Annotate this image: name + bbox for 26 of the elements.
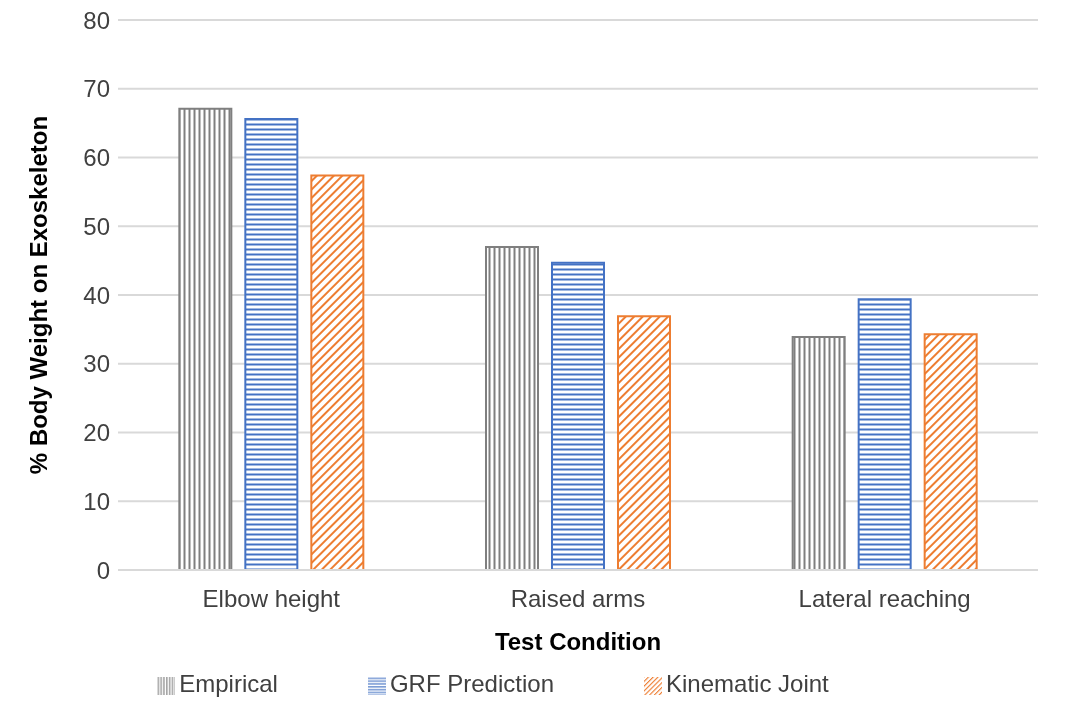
- x-tick-label: Lateral reaching: [798, 585, 971, 613]
- y-tick-label: 50: [83, 212, 110, 240]
- y-tick-label: 0: [96, 556, 110, 584]
- y-tick-label: 10: [83, 487, 110, 515]
- y-tick-label: 20: [83, 419, 110, 447]
- y-tick-label: 70: [83, 75, 110, 103]
- bar: [923, 333, 978, 570]
- bar: [178, 107, 233, 570]
- y-tick-label: 40: [83, 281, 110, 309]
- bar: [617, 315, 671, 570]
- y-tick-label: 80: [83, 6, 110, 34]
- x-tick-label: Elbow height: [202, 585, 341, 613]
- bar: [551, 261, 605, 570]
- bar: [857, 298, 912, 570]
- x-axis-title: Test Condition: [494, 628, 662, 655]
- bar: [244, 118, 299, 570]
- legend-label: Kinematic Joint: [666, 670, 829, 697]
- legend-label: Empirical: [179, 670, 278, 697]
- bar: [485, 245, 539, 570]
- x-tick-label: Raised arms: [510, 585, 646, 613]
- y-tick-label: 60: [83, 144, 110, 172]
- bar: [791, 335, 846, 570]
- y-tick-label: 30: [83, 350, 110, 378]
- bar: [310, 174, 365, 570]
- legend-label: GRF Prediction: [389, 670, 554, 697]
- y-axis-title: % Body Weight on Exoskeleton: [24, 115, 52, 475]
